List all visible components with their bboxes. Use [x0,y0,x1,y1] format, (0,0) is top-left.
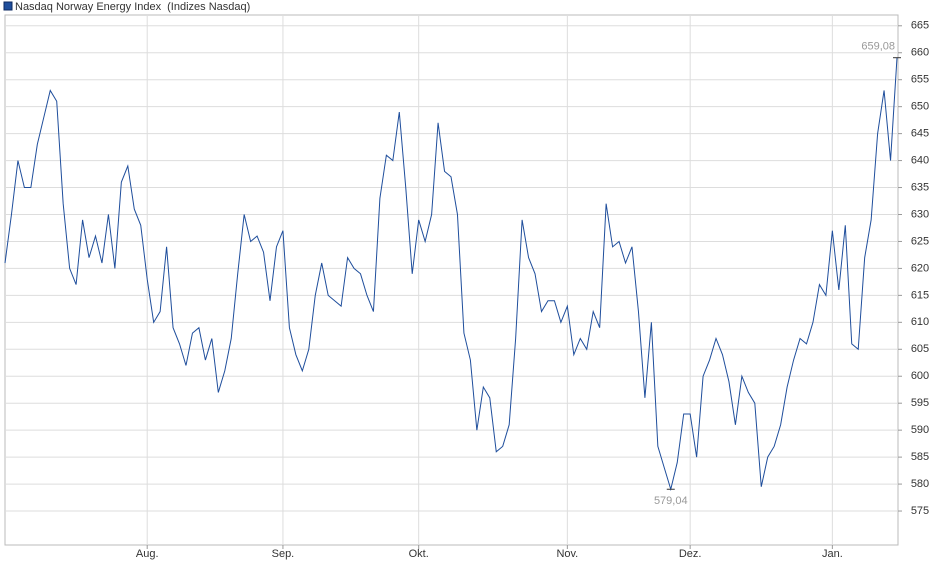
y-tick-label: 635 [911,181,929,193]
y-tick-label: 600 [911,370,929,382]
y-tick-label: 665 [911,20,929,32]
y-tick-label: 625 [911,235,929,247]
legend-label: Nasdaq Norway Energy Index [15,1,162,13]
x-tick-label: Aug. [136,548,159,560]
value-label: 579,04 [654,495,688,507]
y-tick-label: 590 [911,424,929,436]
y-tick-label: 645 [911,128,929,140]
x-tick-label: Dez. [679,548,702,560]
y-tick-label: 660 [911,47,929,59]
value-label: 659,08 [861,41,895,53]
y-tick-label: 650 [911,101,929,113]
y-tick-label: 630 [911,208,929,220]
y-tick-label: 610 [911,316,929,328]
x-tick-label: Jan. [822,548,843,560]
y-tick-label: 620 [911,262,929,274]
y-tick-label: 615 [911,289,929,301]
y-tick-label: 595 [911,397,929,409]
y-tick-label: 640 [911,154,929,166]
y-tick-label: 655 [911,74,929,86]
y-tick-label: 580 [911,478,929,490]
y-tick-label: 585 [911,451,929,463]
chart-subtitle: (Indizes Nasdaq) [167,1,250,13]
y-tick-label: 605 [911,343,929,355]
legend-swatch [3,1,13,11]
x-tick-label: Nov. [556,548,578,560]
series-line [4,57,898,492]
x-tick-label: Okt. [409,548,429,560]
y-tick-label: 575 [911,505,929,517]
plot-frame [4,14,899,546]
x-tick-label: Sep. [272,548,295,560]
